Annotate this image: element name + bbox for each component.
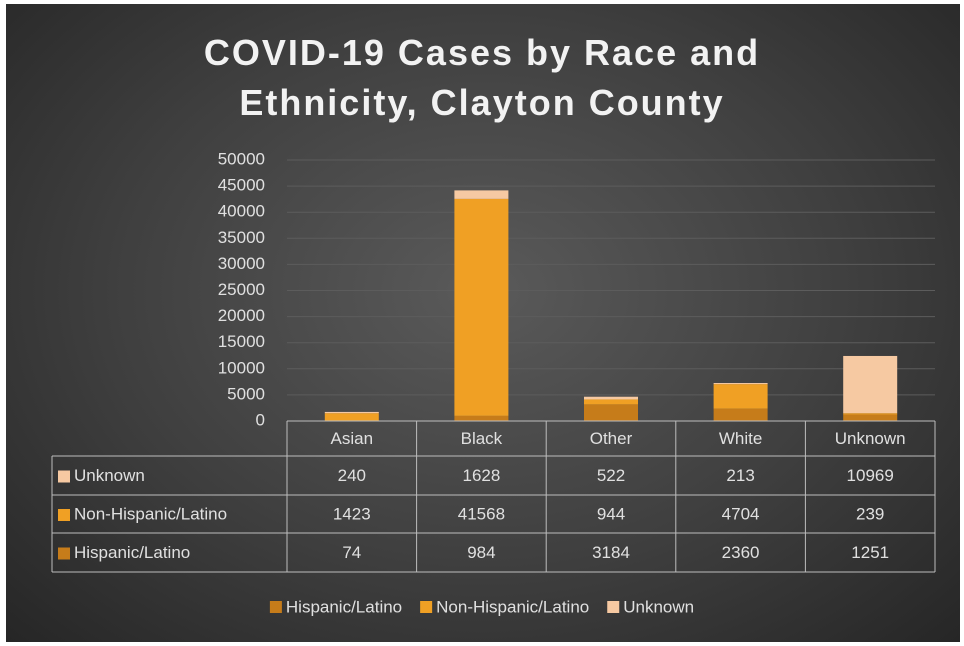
- bar-segment: [843, 414, 898, 421]
- y-tick-label: 10000: [218, 358, 265, 377]
- bar-segment: [713, 384, 768, 409]
- y-tick-label: 40000: [218, 202, 265, 221]
- x-tick-label: Unknown: [835, 429, 906, 448]
- bar-segment: [843, 413, 898, 415]
- table-cell: 1628: [462, 466, 500, 485]
- y-tick-label: 5000: [227, 384, 265, 403]
- y-tick-label: 35000: [218, 228, 265, 247]
- y-tick-label: 25000: [218, 280, 265, 299]
- x-tick-label: White: [719, 429, 762, 448]
- x-tick-label: Other: [590, 429, 633, 448]
- table-legend-key: [58, 509, 70, 521]
- bar-segment: [843, 355, 898, 414]
- bar-segment: [454, 198, 509, 416]
- table-cell: 2360: [722, 543, 760, 562]
- bar-segment: [584, 396, 638, 400]
- x-tick-label: Black: [461, 429, 503, 448]
- legend-key: [420, 601, 433, 613]
- y-tick-label: 15000: [218, 332, 265, 351]
- bar-segment: [324, 411, 379, 414]
- y-tick-label: 30000: [218, 254, 265, 273]
- y-tick-label: 50000: [218, 149, 265, 168]
- table-cell: 41568: [458, 504, 505, 523]
- legend-label: Non-Hispanic/Latino: [436, 597, 589, 616]
- table-cell: 240: [338, 466, 366, 485]
- legend-key: [607, 601, 620, 613]
- table-cell: 10969: [847, 466, 894, 485]
- table-cell: 1251: [851, 543, 889, 562]
- table-row-label: Non-Hispanic/Latino: [74, 504, 227, 523]
- legend-label: Unknown: [623, 597, 694, 616]
- bar-segment: [454, 415, 509, 421]
- table-cell: 74: [342, 543, 361, 562]
- table-cell: 3184: [592, 543, 630, 562]
- bar-segment: [584, 399, 638, 405]
- bar-segment: [584, 404, 638, 421]
- table-cell: 944: [597, 504, 625, 523]
- legend-key: [269, 601, 282, 613]
- y-tick-label: 20000: [218, 306, 265, 325]
- chart-title: COVID-19 Cases by Race and Ethnicity, Cl…: [203, 32, 761, 123]
- bar-segment: [713, 383, 768, 385]
- y-tick-label: 45000: [218, 176, 265, 195]
- table-legend-key: [58, 547, 70, 560]
- x-tick-label: Asian: [331, 429, 374, 448]
- table-cell: 4704: [722, 504, 760, 523]
- table-cell: 239: [856, 504, 884, 523]
- legend-label: Hispanic/Latino: [286, 597, 402, 616]
- bar-segment: [454, 190, 509, 199]
- table-legend-key: [58, 470, 70, 483]
- table-cell: 522: [597, 466, 625, 485]
- y-tick-label: 0: [256, 410, 265, 429]
- bar-segment: [713, 408, 768, 421]
- table-cell: 984: [467, 543, 495, 562]
- table-cell: 213: [726, 466, 754, 485]
- table-cell: 1423: [333, 504, 371, 523]
- bar-segment: [324, 413, 379, 421]
- table-row-label: Unknown: [74, 466, 145, 485]
- table-row-label: Hispanic/Latino: [74, 543, 190, 562]
